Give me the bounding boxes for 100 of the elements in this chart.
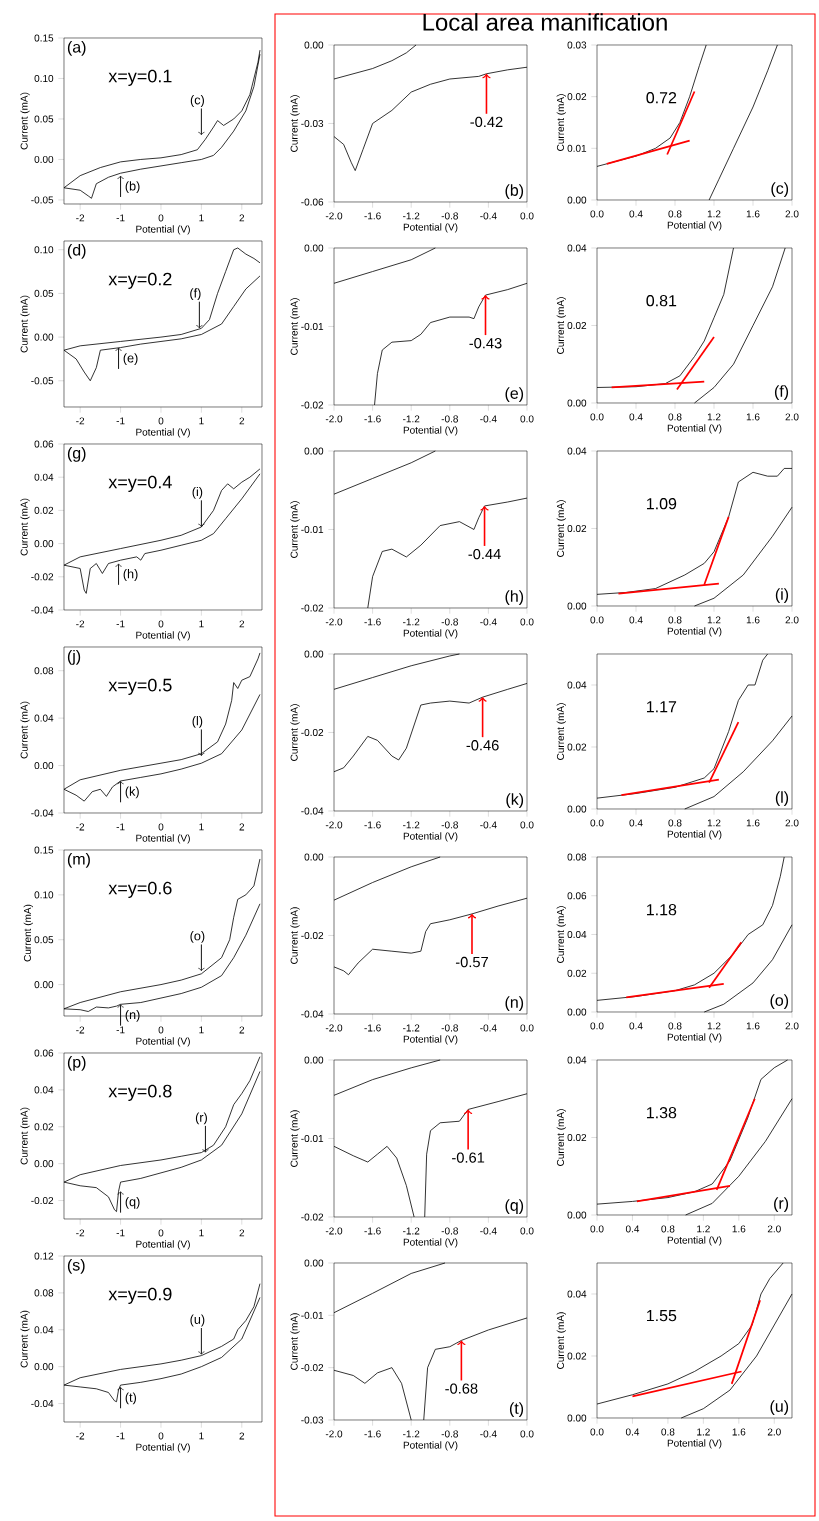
y-axis-title: Current (mA) [290,907,300,964]
y-axis-title: Current (mA) [556,94,566,151]
x-tick-label: 0 [158,214,164,222]
y-axis-title: Current (mA) [290,1110,300,1167]
annotation: 1.55 [647,1310,677,1322]
x-axis-title: Potential (V) [136,1037,190,1047]
x-tick-label: 1.2 [697,1225,710,1233]
y-tick-label: 0.00 [34,333,54,341]
x-tick-label: 0 [158,417,164,425]
annotation: x=y=0.1 [108,69,172,86]
y-axis-title: Current (mA) [20,92,30,150]
y-axis-title: Current (mA) [556,1109,566,1166]
annotation: (c) [190,95,204,107]
x-tick-label: 0.4 [629,210,643,218]
annotation: -0.68 [445,1383,478,1394]
x-axis-title: Potential (V) [403,426,458,436]
y-tick-label: 0.04 [567,1290,587,1298]
y-tick-label: 0.10 [34,74,54,83]
annotation: (c) [771,182,789,198]
y-tick-label: 0.12 [34,1252,54,1260]
x-tick-label: 0.4 [629,1022,643,1030]
y-axis-title: Current (mA) [290,1313,300,1370]
y-tick-label: 0.00 [567,196,587,204]
x-axis-title: Potential (V) [403,832,458,842]
y-tick-label: 0.00 [304,650,324,658]
x-tick-label: 0.0 [590,1022,604,1030]
y-tick-label: -0.02 [301,1213,324,1221]
x-tick-label: -1.2 [403,1430,420,1438]
y-tick-label: 0.08 [567,853,587,861]
x-tick-label: 0 [158,620,164,628]
x-tick-label: -1.6 [364,1227,381,1235]
x-tick-label: 1.6 [746,819,760,827]
x-tick-label: -2 [76,620,85,628]
y-tick-label: 0.00 [34,762,54,770]
annotation: x=y=0.8 [108,1084,172,1101]
x-tick-label: -1.2 [403,212,420,220]
x-tick-label: -2.0 [325,1024,343,1032]
x-tick-label: 0.8 [661,1428,675,1436]
annotation: (j) [67,649,81,665]
x-tick-label: 1.2 [707,413,721,421]
x-tick-label: -2 [76,1432,85,1440]
x-tick-label: 0.0 [590,616,604,624]
annotation: -0.57 [455,956,488,968]
x-axis-title: Potential (V) [136,428,190,438]
annotation: x=y=0.6 [108,881,172,898]
annotation: -0.42 [470,116,503,128]
x-tick-label: -2.0 [325,415,343,423]
x-axis-title: Potential (V) [667,1236,722,1246]
x-axis-title: Potential (V) [136,631,190,641]
x-tick-label: -0.4 [480,618,497,626]
x-tick-label: 2 [239,823,245,831]
annotation: (e) [123,353,138,365]
y-tick-label: -0.05 [31,377,54,385]
x-axis-title: Potential (V) [667,627,722,637]
x-tick-label: 2 [239,620,245,628]
annotation: (t) [509,1402,524,1418]
y-tick-label: 0.00 [567,1008,587,1016]
x-tick-label: 0.0 [590,1428,604,1436]
y-axis-title: Current (mA) [290,95,300,152]
y-tick-label: 0.00 [567,1211,587,1219]
annotation: (m) [67,852,90,868]
y-axis-title: Current (mA) [556,500,566,557]
y-tick-label: -0.04 [301,1010,324,1018]
x-tick-label: -0.4 [480,212,497,220]
x-tick-label: 1.2 [697,1428,710,1436]
x-tick-label: 0.4 [629,819,643,827]
x-tick-label: -1.6 [364,415,381,423]
y-tick-label: 0.04 [567,244,587,252]
annotation: (b) [125,181,140,194]
y-tick-label: -0.02 [301,728,324,737]
x-axis-title: Potential (V) [403,629,458,639]
x-tick-label: 2 [239,1432,245,1440]
x-tick-label: -2.0 [325,618,343,626]
y-tick-label: 0.06 [34,1049,54,1057]
x-axis-title: Potential (V) [136,225,190,235]
y-tick-label: 0.04 [34,473,54,481]
x-tick-label: 1.6 [746,210,760,218]
x-tick-label: 2.0 [785,210,799,218]
x-tick-label: 1 [199,823,204,831]
y-axis-title: Current (mA) [20,498,30,556]
y-tick-label: 0.08 [34,1289,54,1297]
y-tick-label: 0.05 [34,936,54,944]
x-tick-label: 0.0 [590,819,604,827]
y-axis-title: Current (mA) [556,1312,566,1369]
x-tick-label: 0.0 [520,618,534,626]
x-tick-label: 0 [158,1026,164,1034]
y-tick-label: 0.10 [34,246,54,254]
y-tick-label: 0.00 [567,602,587,610]
y-tick-label: 0.00 [34,1160,54,1168]
x-tick-label: -1.6 [364,1430,381,1438]
y-tick-label: 0.04 [567,681,587,689]
x-tick-label: 0.8 [668,819,682,827]
annotation: (d) [67,243,86,259]
x-tick-label: -1.2 [403,618,420,626]
annotation: (h) [505,590,524,606]
x-tick-label: -1 [116,1432,125,1440]
annotation: (r) [195,1112,207,1125]
y-tick-label: 0.00 [304,853,324,861]
y-axis-title: Current (mA) [290,298,300,355]
x-tick-label: 1 [199,1432,204,1440]
